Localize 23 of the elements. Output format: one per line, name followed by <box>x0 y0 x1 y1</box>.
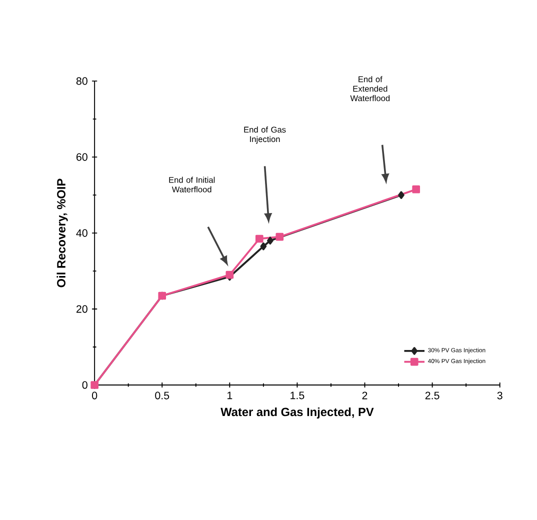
y-tick-label: 40 <box>76 229 88 237</box>
annotation: End of Extended Waterflood <box>350 76 390 102</box>
point <box>260 242 267 250</box>
y-tick-label: 60 <box>76 153 88 161</box>
x-tick-label: 1 <box>228 392 232 400</box>
x-tick-label: 0 <box>92 392 98 400</box>
point <box>276 232 284 241</box>
y-axis-title: Oil Recovery, %OIP <box>56 178 68 288</box>
x-tick-label: 0.5 <box>155 392 170 400</box>
x-tick-label: 3 <box>497 392 502 400</box>
point <box>412 185 420 194</box>
annotation: End of Gas Injection <box>244 126 286 144</box>
point <box>267 236 274 245</box>
annotation: End of Initial Waterflood <box>169 176 215 192</box>
x-axis-title: Water and Gas Injected, PV <box>220 407 374 418</box>
x-tick-label: 2.5 <box>425 392 440 400</box>
y-tick-label: 20 <box>76 305 88 313</box>
point <box>398 191 404 199</box>
point <box>255 234 264 243</box>
y-tick-label: 80 <box>76 77 88 85</box>
y-tick-label: 0 <box>82 381 88 389</box>
x-tick-label: 1.5 <box>290 392 304 400</box>
x-tick-label: 2 <box>362 392 368 400</box>
